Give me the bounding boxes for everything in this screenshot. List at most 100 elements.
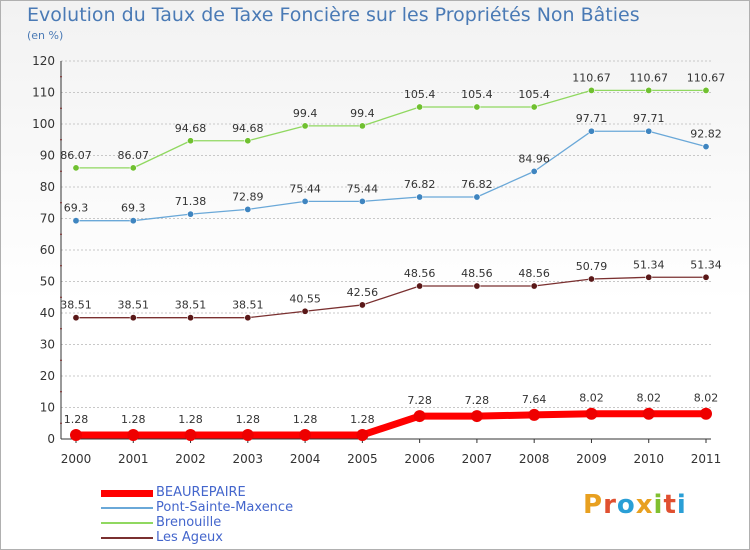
- data-point: [129, 164, 137, 172]
- data-label: 38.51: [175, 299, 207, 312]
- data-label: 48.56: [404, 267, 436, 280]
- data-point: [473, 103, 481, 111]
- data-label: 1.28: [293, 413, 318, 426]
- data-label: 76.82: [461, 178, 493, 191]
- data-point: [702, 143, 710, 151]
- data-label: 99.4: [293, 107, 318, 120]
- data-label: 8.02: [636, 392, 661, 405]
- data-label: 38.51: [118, 299, 150, 312]
- data-point: [470, 410, 483, 423]
- data-label: 50.79: [576, 260, 608, 273]
- data-point: [129, 314, 137, 322]
- data-label: 92.82: [690, 128, 722, 141]
- proxiti-logo: Proxiti: [583, 490, 687, 520]
- legend-swatch: [101, 489, 153, 497]
- data-label: 71.38: [175, 195, 207, 208]
- data-label: 105.4: [404, 88, 436, 101]
- data-point: [301, 122, 309, 130]
- data-label: 105.4: [518, 88, 550, 101]
- data-point: [358, 301, 366, 309]
- logo-letter: x: [635, 490, 654, 520]
- y-tick-label: 20: [40, 369, 55, 383]
- y-tick-label: 110: [32, 86, 55, 100]
- logo-letter: i: [676, 490, 687, 520]
- x-tick-label: 2008: [519, 452, 550, 466]
- data-point: [585, 407, 598, 420]
- data-label: 94.68: [232, 122, 264, 135]
- data-point: [642, 407, 655, 420]
- data-label: 51.34: [690, 258, 722, 271]
- data-label: 7.64: [522, 393, 547, 406]
- y-tick-label: 100: [32, 117, 55, 131]
- logo-letter: o: [616, 490, 636, 520]
- y-tick-label: 70: [40, 212, 55, 226]
- data-label: 97.71: [633, 112, 665, 125]
- data-label: 51.34: [633, 258, 665, 271]
- data-label: 1.28: [121, 413, 146, 426]
- data-label: 38.51: [232, 299, 264, 312]
- data-point: [587, 275, 595, 283]
- logo-letter: t: [663, 490, 677, 520]
- data-point: [700, 407, 712, 420]
- data-label: 42.56: [347, 286, 379, 299]
- data-label: 110.67: [629, 71, 668, 84]
- data-label: 84.96: [518, 152, 550, 165]
- data-point: [244, 314, 252, 322]
- data-point: [416, 103, 424, 111]
- data-point: [413, 410, 426, 423]
- y-tick-label: 30: [40, 338, 55, 352]
- data-point: [358, 122, 366, 130]
- series-line: [75, 276, 707, 319]
- legend-label: BEAUREPAIRE: [156, 485, 246, 500]
- data-point: [127, 428, 140, 441]
- y-tick-label: 40: [40, 306, 55, 320]
- data-point: [244, 137, 252, 145]
- data-label: 97.71: [576, 112, 608, 125]
- y-tick-label: 50: [40, 275, 55, 289]
- logo-letter: P: [583, 490, 604, 520]
- data-label: 38.51: [60, 299, 92, 312]
- y-tick-label: 120: [32, 54, 55, 68]
- data-point: [530, 167, 538, 175]
- data-point: [358, 197, 366, 205]
- x-tick-label: 2007: [462, 452, 493, 466]
- data-point: [473, 193, 481, 201]
- x-tick-label: 2000: [61, 452, 92, 466]
- chart-title: Evolution du Taux de Taxe Foncière sur l…: [27, 4, 640, 26]
- data-label: 75.44: [289, 182, 321, 195]
- series-line: [72, 410, 710, 439]
- data-label: 8.02: [579, 392, 604, 405]
- legend-swatch: [101, 537, 153, 539]
- data-point: [416, 193, 424, 201]
- data-point: [187, 137, 195, 145]
- x-tick-label: 2011: [691, 452, 722, 466]
- data-point: [72, 164, 80, 172]
- data-point: [72, 314, 80, 322]
- legend-label: Les Ageux: [156, 530, 223, 545]
- data-point: [301, 307, 309, 315]
- y-tick-label: 60: [40, 243, 55, 257]
- data-label: 86.07: [60, 149, 92, 162]
- x-tick-label: 2006: [404, 452, 435, 466]
- data-label: 8.02: [694, 392, 719, 405]
- data-point: [645, 273, 653, 281]
- data-point: [530, 103, 538, 111]
- y-tick-label: 90: [40, 149, 55, 163]
- data-point: [72, 217, 80, 225]
- data-label: 99.4: [350, 107, 375, 120]
- data-label: 1.28: [236, 413, 261, 426]
- data-point: [473, 282, 481, 290]
- data-point: [587, 86, 595, 94]
- legend-swatch: [101, 507, 153, 509]
- legend-swatch: [101, 522, 153, 524]
- data-label: 1.28: [350, 413, 375, 426]
- logo-letter: r: [603, 490, 617, 520]
- data-point: [702, 273, 710, 281]
- y-tick-label: 10: [40, 401, 55, 415]
- data-label: 69.3: [121, 202, 146, 215]
- data-point: [299, 428, 312, 441]
- data-label: 72.89: [232, 190, 264, 203]
- data-label: 1.28: [178, 413, 203, 426]
- legend-label: Pont-Sainte-Maxence: [156, 500, 294, 515]
